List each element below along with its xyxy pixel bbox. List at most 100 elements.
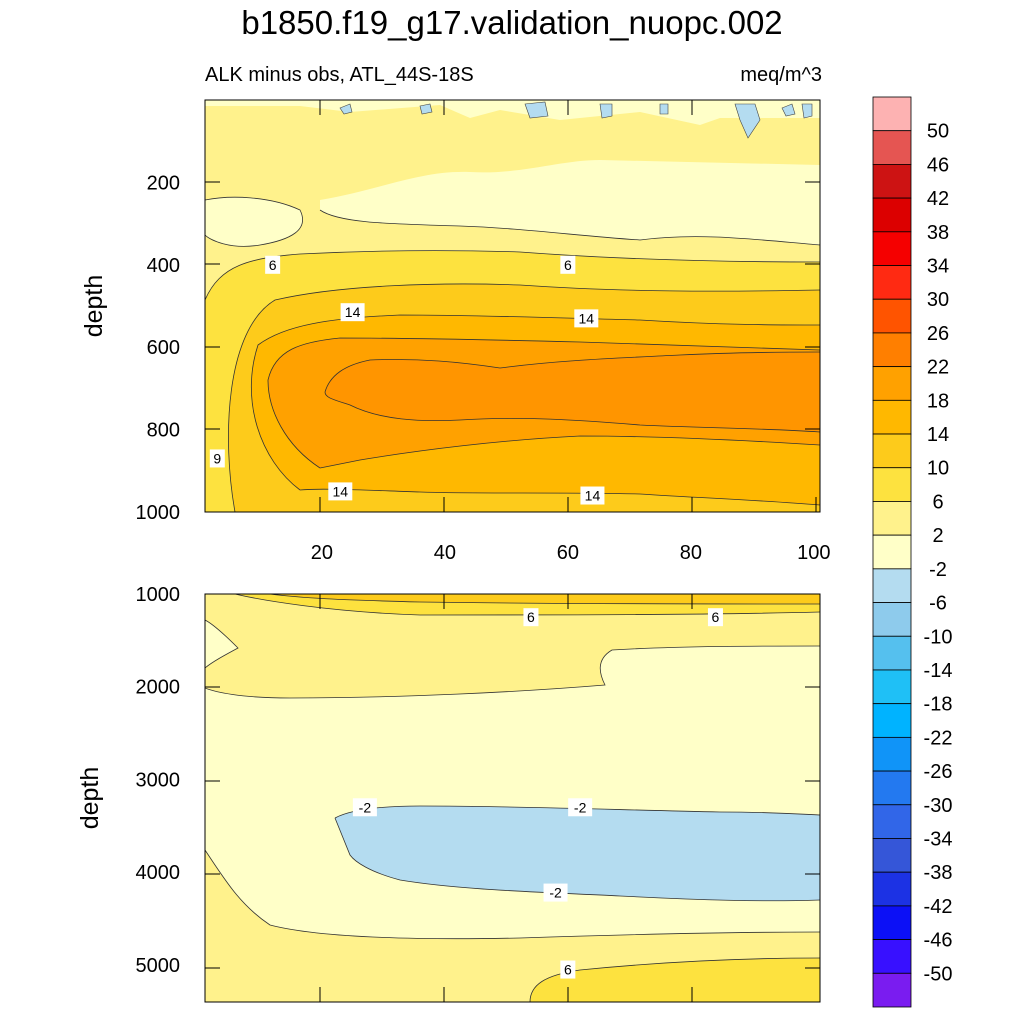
colorbar-swatch xyxy=(872,96,912,132)
colorbar-label: 26 xyxy=(927,323,949,345)
svg-text:6: 6 xyxy=(564,257,572,273)
colorbar-label: 38 xyxy=(927,222,949,244)
colorbar-label: -6 xyxy=(929,593,947,615)
colorbar-label: 30 xyxy=(927,289,949,311)
svg-text:6: 6 xyxy=(527,609,535,625)
colorbar-swatch xyxy=(872,399,912,435)
x-tick-label: 40 xyxy=(434,542,456,564)
svg-text:6: 6 xyxy=(564,962,572,978)
y-tick-label: 400 xyxy=(147,255,180,277)
upper-panel-contours xyxy=(205,196,820,512)
svg-text:14: 14 xyxy=(345,304,361,320)
colorbar-label: 34 xyxy=(927,256,949,278)
contour-label: 9 xyxy=(209,449,225,468)
y-tick-label: 800 xyxy=(147,420,180,442)
colorbar-label: 2 xyxy=(932,525,943,547)
colorbar-swatch xyxy=(872,838,912,873)
colorbar-label: -34 xyxy=(924,828,953,850)
colorbar-swatch xyxy=(872,265,912,300)
contour-label: 6 xyxy=(560,255,576,274)
colorbar-swatch xyxy=(872,534,912,570)
colorbar-label: -50 xyxy=(924,963,953,985)
lower-panel-frame xyxy=(204,593,821,1003)
contour-label: 6 xyxy=(265,255,281,274)
colorbar-swatch xyxy=(872,736,912,772)
upper-panel-fills xyxy=(205,100,820,512)
colorbar-swatch xyxy=(872,164,912,199)
contour-label: -2 xyxy=(568,798,593,817)
colorbar-swatch xyxy=(872,871,912,907)
upper-panel-frame xyxy=(204,99,821,513)
colorbar-swatch xyxy=(872,939,912,974)
x-tick-label: 60 xyxy=(557,542,579,564)
colorbar-label: 10 xyxy=(927,458,949,480)
colorbar-label: -26 xyxy=(924,761,953,783)
colorbar-label: 22 xyxy=(927,357,949,379)
svg-text:14: 14 xyxy=(333,483,349,499)
colorbar-swatch xyxy=(872,231,912,266)
colorbar-swatch xyxy=(872,703,912,738)
units-subtitle: meq/m^3 xyxy=(740,64,822,86)
contour-label: 6 xyxy=(707,608,723,627)
colorbar-swatch xyxy=(872,332,912,368)
colorbar-label: -2 xyxy=(929,559,947,581)
y-tick-label: 600 xyxy=(147,337,180,359)
contour-label: 6 xyxy=(523,608,539,627)
svg-text:14: 14 xyxy=(579,310,595,326)
contour-label: -2 xyxy=(543,883,568,902)
colorbar-swatch xyxy=(872,972,912,1008)
y-tick-label: 3000 xyxy=(136,769,181,791)
colorbar-label: -38 xyxy=(924,862,953,884)
colorbar-swatch xyxy=(872,130,912,165)
colorbar-label: -18 xyxy=(924,694,953,716)
colorbar-label: -22 xyxy=(924,727,953,749)
colorbar-swatch xyxy=(872,669,912,705)
colorbar-label: -42 xyxy=(924,896,953,918)
svg-text:9: 9 xyxy=(213,450,221,466)
colorbar-label: -30 xyxy=(924,795,953,817)
contour-label: 6 xyxy=(560,960,576,979)
y-tick-label: 4000 xyxy=(136,862,181,884)
colorbar-swatch xyxy=(872,433,912,469)
y-tick-label: 2000 xyxy=(136,677,181,699)
svg-text:6: 6 xyxy=(712,609,720,625)
svg-text:-2: -2 xyxy=(574,799,587,815)
svg-text:-2: -2 xyxy=(359,799,372,815)
x-tick-label: 20 xyxy=(311,542,333,564)
colorbar-label: -46 xyxy=(924,930,953,952)
y-tick-label: 200 xyxy=(147,172,180,194)
colorbar-swatch xyxy=(872,298,912,334)
contour-label: 14 xyxy=(574,309,599,328)
colorbar-label: -10 xyxy=(924,626,953,648)
contour-label: 14 xyxy=(328,482,353,501)
colorbar-swatch xyxy=(872,770,912,806)
colorbar-label: 6 xyxy=(932,491,943,513)
svg-text:14: 14 xyxy=(585,488,601,504)
x-tick-label: 100 xyxy=(797,542,830,564)
contour-label: -2 xyxy=(352,798,377,817)
contour-label: 14 xyxy=(580,486,605,505)
colorbar-label: 14 xyxy=(927,424,949,446)
colorbar-swatch xyxy=(872,635,912,671)
y-tick-label: 5000 xyxy=(136,955,181,977)
chart-title: b1850.f19_g17.validation_nuopc.002 xyxy=(241,4,783,41)
svg-text:-2: -2 xyxy=(549,885,562,901)
colorbar-swatch xyxy=(872,501,912,536)
colorbar-swatch xyxy=(872,366,912,401)
colorbar-label: 42 xyxy=(927,188,949,210)
colorbar-label: 50 xyxy=(927,121,949,143)
colorbar-swatch xyxy=(872,568,912,603)
variable-subtitle: ALK minus obs, ATL_44S-18S xyxy=(205,64,474,86)
svg-text:6: 6 xyxy=(269,257,277,273)
colorbar-swatch xyxy=(872,197,912,233)
colorbar-swatch xyxy=(872,467,912,502)
y-tick-label: 1000 xyxy=(136,584,181,606)
x-tick-label: 80 xyxy=(680,542,702,564)
colorbar-swatch xyxy=(872,602,912,637)
contour-label: 14 xyxy=(340,303,365,322)
y-axis-label: depth xyxy=(80,275,108,338)
colorbar-label: -14 xyxy=(924,660,953,682)
colorbar-swatch xyxy=(872,804,912,839)
colorbar-label: 18 xyxy=(927,390,949,412)
